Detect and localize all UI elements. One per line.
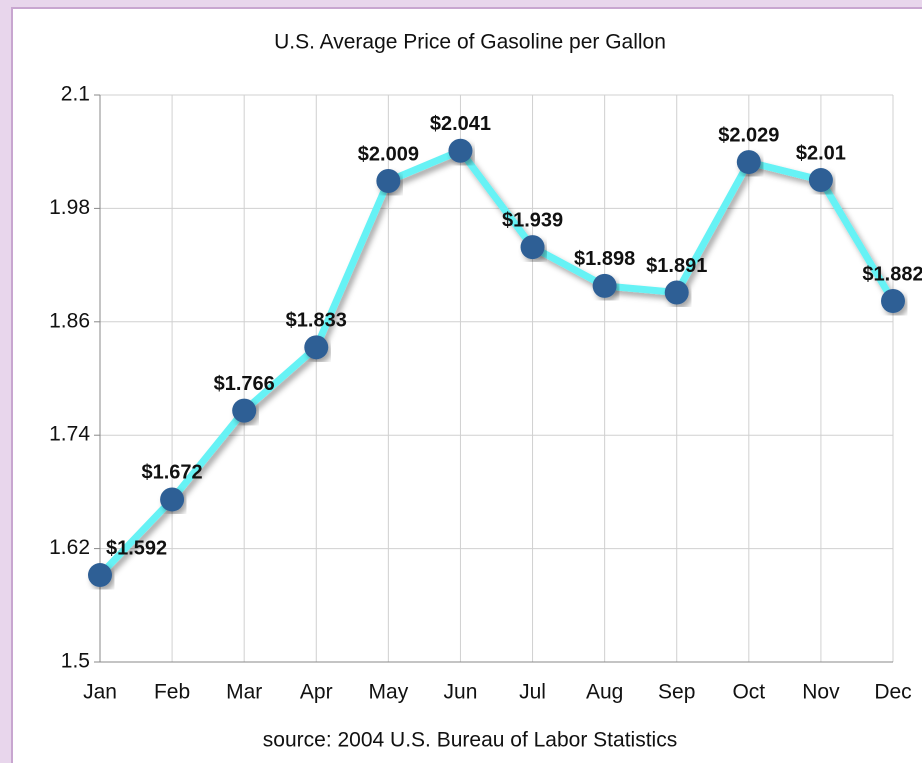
y-tick-label: 1.74 bbox=[49, 423, 90, 446]
x-tick-label: Aug bbox=[586, 681, 623, 704]
value-label: $2.01 bbox=[796, 142, 846, 164]
x-tick-label: Jul bbox=[519, 681, 546, 704]
value-label: $2.041 bbox=[430, 113, 491, 135]
marker bbox=[808, 168, 833, 193]
value-label: $1.672 bbox=[142, 462, 203, 484]
marker bbox=[592, 273, 617, 298]
value-label: $1.833 bbox=[286, 310, 347, 332]
panel bbox=[11, 7, 922, 763]
value-label: $1.939 bbox=[502, 209, 563, 231]
marker bbox=[881, 289, 905, 314]
x-tick-label: May bbox=[369, 681, 409, 704]
x-tick-label: Dec bbox=[874, 681, 911, 704]
marker bbox=[88, 563, 112, 588]
y-tick-label: 1.5 bbox=[61, 650, 90, 673]
x-tick-label: Apr bbox=[300, 681, 333, 704]
x-tick-label: Jun bbox=[444, 681, 478, 704]
value-label: $1.898 bbox=[574, 248, 635, 270]
marker bbox=[232, 398, 257, 423]
marker bbox=[520, 235, 545, 260]
y-tick-label: 2.1 bbox=[61, 83, 90, 106]
marker bbox=[304, 335, 329, 360]
marker bbox=[736, 150, 761, 175]
value-label: $2.009 bbox=[358, 143, 419, 165]
value-label: $1.882 bbox=[862, 263, 922, 285]
x-tick-label: Feb bbox=[154, 681, 190, 704]
marker bbox=[376, 168, 401, 193]
marker bbox=[448, 138, 473, 163]
chart-title: U.S. Average Price of Gasoline per Gallo… bbox=[274, 31, 666, 54]
marker bbox=[664, 280, 689, 305]
value-label: $1.766 bbox=[214, 373, 275, 395]
marker bbox=[160, 487, 185, 512]
x-tick-label: Mar bbox=[226, 681, 262, 704]
value-label: $1.891 bbox=[646, 255, 707, 277]
source-note: source: 2004 U.S. Bureau of Labor Statis… bbox=[263, 729, 677, 752]
value-label: $2.029 bbox=[718, 124, 779, 146]
y-tick-label: 1.98 bbox=[49, 196, 90, 219]
line bbox=[97, 147, 897, 578]
y-tick-label: 1.62 bbox=[49, 536, 90, 559]
y-tick-label: 1.86 bbox=[49, 309, 90, 332]
x-tick-label: Nov bbox=[802, 681, 840, 704]
x-tick-label: Oct bbox=[732, 681, 765, 704]
x-tick-label: Sep bbox=[658, 681, 695, 704]
value-label: $1.592 bbox=[106, 537, 167, 559]
x-tick-label: Jan bbox=[83, 681, 117, 704]
